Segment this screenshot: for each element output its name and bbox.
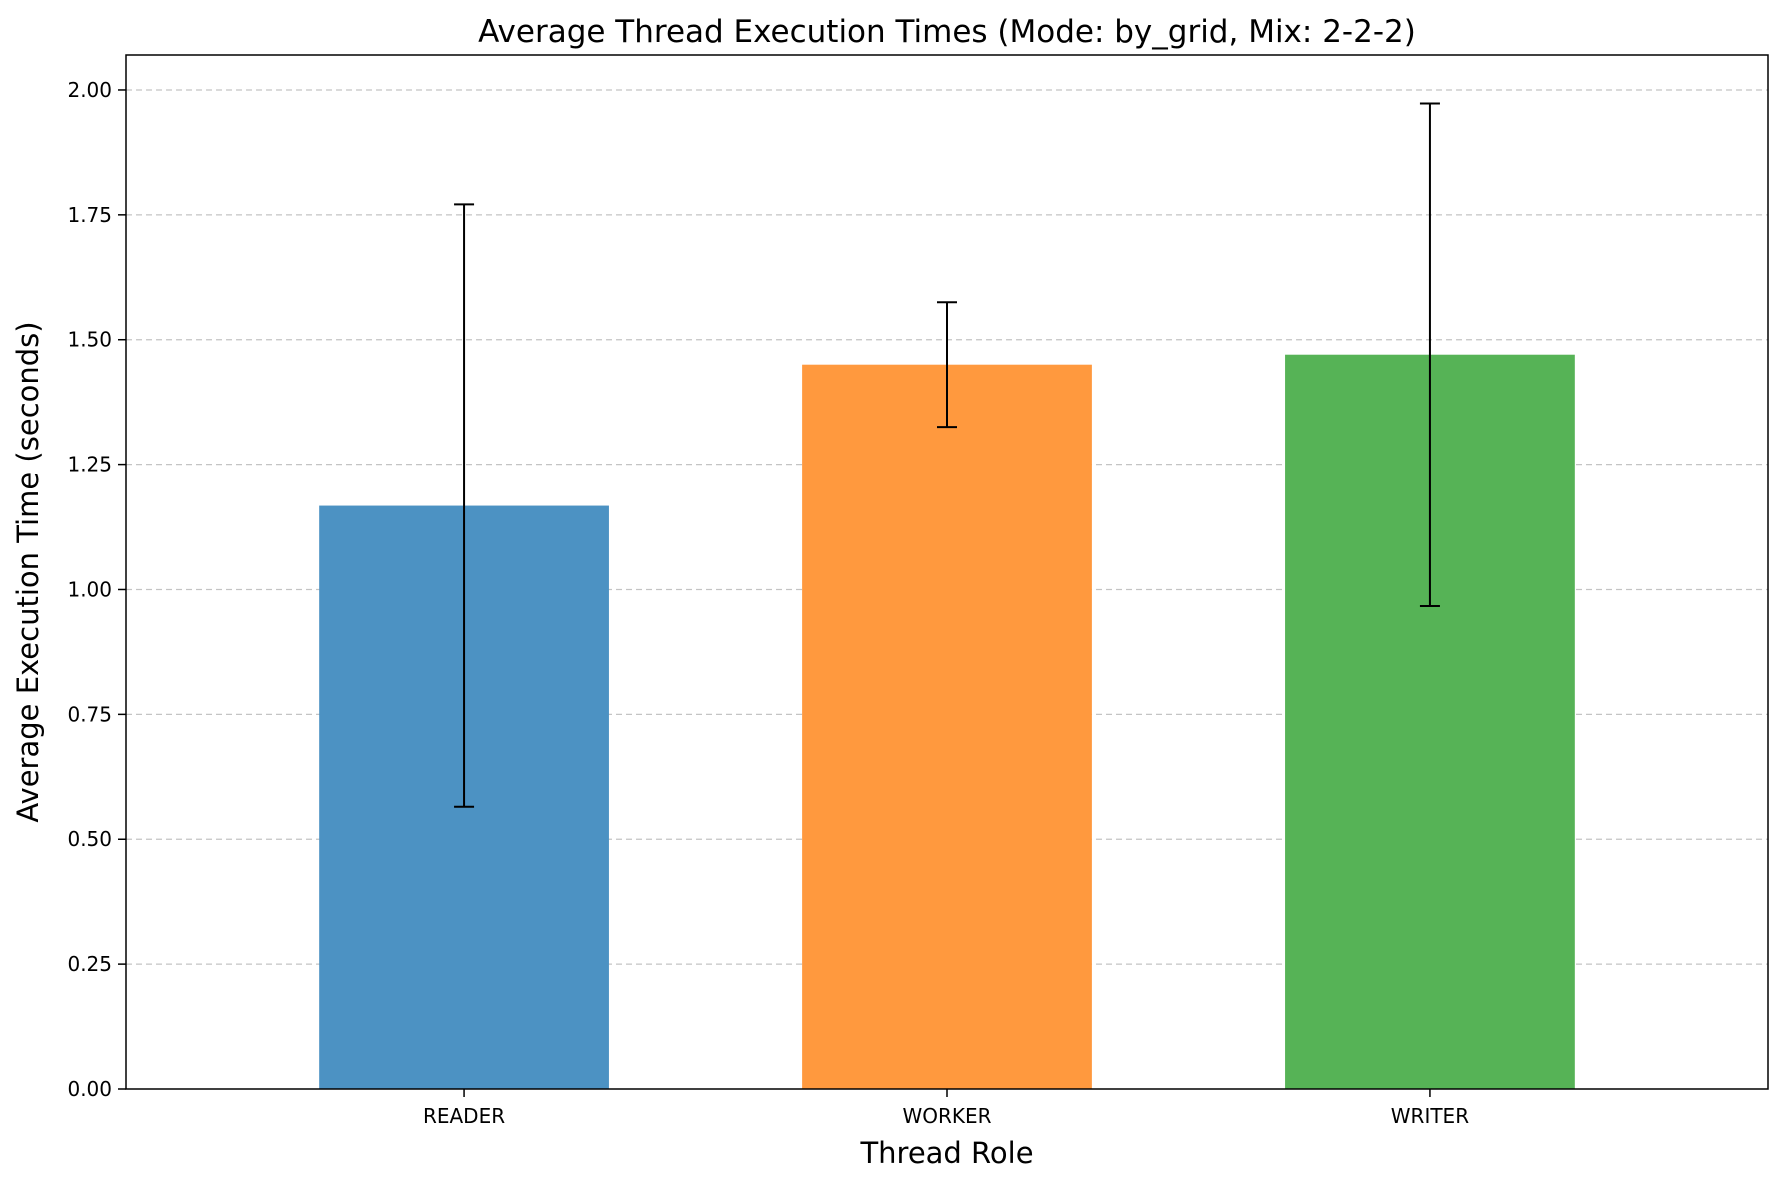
bar-worker bbox=[802, 364, 1092, 1090]
y-axis-ticks: 0.00 0.25 0.50 0.75 1.00 1.25 1.50 1.75 2.00 bbox=[67, 78, 126, 1101]
chart-title: Average Thread Execution Times (Mode: by… bbox=[478, 14, 1416, 50]
y-tick-label: 0.00 bbox=[67, 1077, 112, 1101]
x-axis-ticks: READER WORKER WRITER bbox=[423, 1089, 1469, 1128]
y-tick-label: 1.75 bbox=[67, 203, 112, 227]
y-tick-label: 0.25 bbox=[67, 952, 112, 976]
x-tick-label: WRITER bbox=[1391, 1104, 1469, 1128]
y-tick-label: 1.25 bbox=[67, 453, 112, 477]
y-tick-label: 2.00 bbox=[67, 78, 112, 102]
x-tick-label: WORKER bbox=[902, 1104, 991, 1128]
y-axis-label: Average Execution Time (seconds) bbox=[11, 321, 45, 822]
y-tick-label: 1.00 bbox=[67, 577, 112, 601]
error-bars bbox=[454, 102, 1440, 808]
x-axis-label: Thread Role bbox=[859, 1136, 1033, 1170]
y-tick-label: 0.50 bbox=[67, 827, 112, 851]
x-tick-label: READER bbox=[423, 1104, 505, 1128]
y-tick-label: 1.50 bbox=[67, 328, 112, 352]
y-tick-label: 0.75 bbox=[67, 702, 112, 726]
